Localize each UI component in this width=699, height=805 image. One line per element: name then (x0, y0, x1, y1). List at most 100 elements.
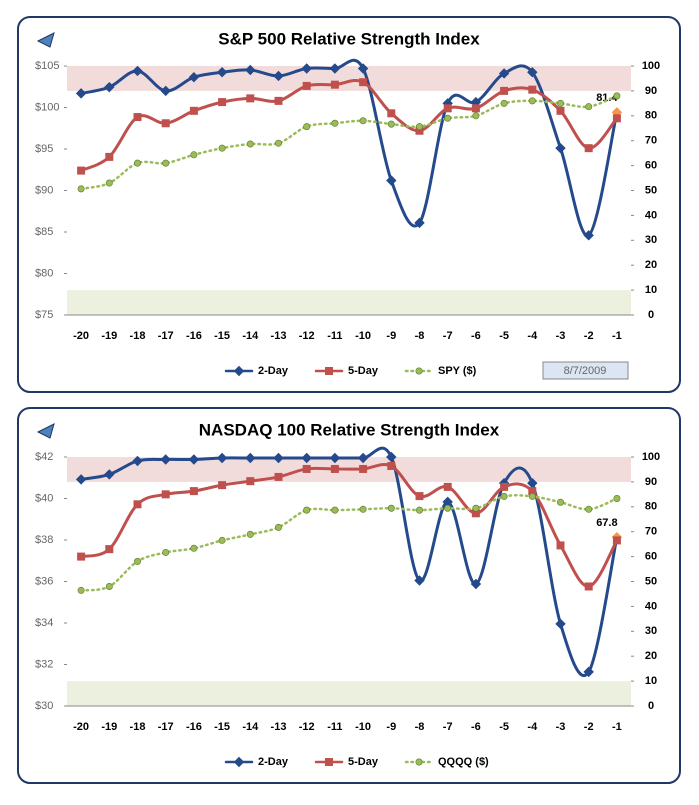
data-point (273, 452, 284, 464)
data-point (583, 666, 594, 678)
data-point (246, 94, 255, 103)
data-point (132, 65, 143, 77)
data-point (472, 112, 480, 120)
x-tick-label: -11 (327, 330, 342, 342)
y2-tick-label: 60 (645, 551, 657, 563)
y2-tick-label: 80 (645, 501, 657, 513)
data-point (584, 144, 593, 153)
x-tick-label: -1 (612, 330, 622, 342)
x-tick-label: -20 (73, 721, 89, 733)
data-point (161, 490, 170, 499)
x-tick-label: -3 (556, 721, 566, 733)
x-tick-label: -5 (499, 721, 509, 733)
x-tick-label: -13 (271, 721, 287, 733)
data-point (301, 63, 312, 74)
data-point (75, 474, 87, 485)
data-point (386, 175, 397, 186)
x-tick-label: -4 (527, 721, 538, 733)
y-tick-label: $85 (35, 226, 53, 238)
y2-tick-label: 90 (645, 476, 657, 488)
data-point (245, 452, 256, 464)
data-point (387, 461, 396, 470)
y-tick-label: $38 (35, 534, 53, 546)
data-point (613, 92, 621, 100)
data-point (105, 545, 114, 554)
data-point (216, 452, 228, 464)
legend-marker (325, 367, 333, 375)
x-tick-label: -7 (443, 721, 453, 733)
x-tick-label: -9 (386, 721, 396, 733)
data-point (188, 454, 200, 465)
data-point (134, 159, 142, 167)
data-point (500, 86, 509, 95)
x-tick-label: -8 (415, 330, 425, 342)
y-tick-label: $80 (35, 267, 53, 279)
data-point (330, 464, 339, 473)
x-tick-label: -3 (556, 330, 566, 342)
data-point (246, 530, 254, 538)
legend-marker (415, 367, 423, 375)
data-point (160, 85, 171, 97)
data-point (444, 504, 452, 512)
data-point (189, 106, 198, 115)
data-point (105, 152, 114, 161)
legend-label: SPY ($) (438, 365, 477, 377)
x-tick-label: -6 (471, 721, 481, 733)
data-point (218, 481, 227, 490)
x-tick-label: -5 (499, 330, 509, 342)
y-tick-label: $36 (35, 575, 53, 587)
data-point (472, 504, 480, 512)
y2-tick-label: 20 (645, 259, 657, 271)
data-point (274, 96, 283, 105)
x-tick-label: -9 (386, 330, 396, 342)
y2-tick-label: 10 (645, 284, 657, 296)
y2-tick-label: 100 (642, 451, 660, 463)
data-point (359, 78, 368, 87)
data-point (387, 120, 395, 128)
legend-label: 5-Day (348, 756, 379, 768)
date-label: 8/7/2009 (564, 365, 607, 377)
data-point (500, 99, 508, 107)
data-point (189, 487, 198, 496)
y2-tick-label: 70 (645, 526, 657, 538)
data-point (585, 103, 593, 111)
threshold-band (67, 66, 631, 91)
x-tick-label: -11 (327, 721, 342, 733)
data-point (246, 477, 255, 486)
x-tick-label: -14 (242, 330, 259, 342)
y2-tick-label: 50 (645, 575, 657, 587)
data-point (274, 139, 282, 147)
y-tick-label: $42 (35, 451, 53, 463)
data-point (188, 71, 200, 83)
data-point (500, 492, 508, 500)
legend-marker (325, 758, 333, 766)
x-tick-label: -4 (527, 330, 538, 342)
data-point (613, 494, 621, 502)
legend-label: 2-Day (258, 365, 289, 377)
y-tick-label: $75 (35, 309, 53, 321)
y-tick-label: $105 (35, 60, 59, 72)
y2-tick-label: 100 (642, 60, 660, 72)
data-point (498, 68, 510, 79)
x-tick-label: -18 (130, 330, 146, 342)
data-point (556, 106, 565, 115)
data-point (245, 64, 256, 76)
data-point (104, 469, 115, 480)
x-tick-label: -20 (73, 330, 89, 342)
data-label: 67.8 (596, 517, 617, 529)
data-point (77, 552, 86, 561)
data-point (160, 454, 171, 465)
chart-title: NASDAQ 100 Relative Strength Index (199, 420, 500, 439)
x-tick-label: -7 (443, 330, 453, 342)
y-tick-label: $40 (35, 492, 53, 504)
data-point (583, 230, 594, 241)
y2-tick-label: 30 (645, 625, 657, 637)
data-point (162, 159, 170, 167)
data-point (331, 119, 339, 127)
data-point (190, 151, 198, 159)
data-point (555, 618, 566, 630)
data-point (528, 85, 537, 94)
data-point (329, 63, 341, 74)
y2-tick-label: 40 (645, 600, 657, 612)
